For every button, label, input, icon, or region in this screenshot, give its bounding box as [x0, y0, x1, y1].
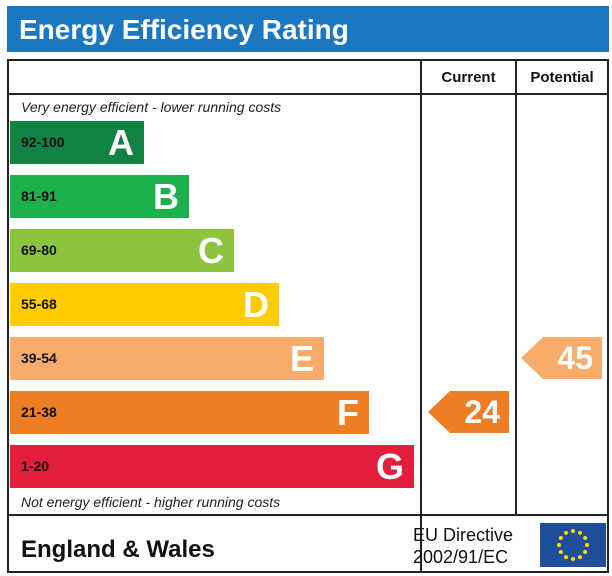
column-header-potential: Potential	[530, 69, 594, 86]
divider-current	[420, 61, 422, 571]
potential-rating-value: 45	[557, 340, 593, 376]
band-letter: A	[108, 122, 134, 163]
band-range: 21-38	[21, 404, 57, 420]
footer-rule	[9, 514, 607, 516]
band-letter: D	[243, 284, 269, 325]
divider-potential	[515, 61, 517, 516]
band-letter: F	[337, 392, 359, 433]
eu-flag-icon	[540, 523, 606, 567]
band-c: 69-80 C	[10, 229, 234, 272]
current-rating-arrow: 24	[428, 391, 509, 433]
band-range: 81-91	[21, 188, 57, 204]
caption-efficient: Very energy efficient - lower running co…	[21, 99, 282, 115]
band-a: 92-100 A	[10, 121, 144, 164]
chart-title: Energy Efficiency Rating	[19, 14, 349, 45]
eu-star	[583, 550, 588, 554]
band-d: 55-68 D	[10, 283, 279, 326]
eu-star	[578, 530, 582, 535]
band-f: 21-38 F	[10, 391, 369, 434]
eu-star	[558, 550, 563, 554]
caption-inefficient: Not energy efficient - higher running co…	[21, 494, 281, 510]
eu-star	[578, 555, 582, 560]
band-range: 55-68	[21, 296, 57, 312]
band-g: 1-20 G	[10, 445, 414, 488]
band-range: 92-100	[21, 134, 65, 150]
eu-star	[585, 543, 589, 547]
eu-directive: EU Directive 2002/91/EC	[413, 524, 513, 568]
eu-star	[558, 536, 563, 540]
directive-line-2: 2002/91/EC	[413, 547, 509, 567]
column-header-current: Current	[441, 69, 496, 86]
eu-star	[571, 529, 575, 533]
eu-star	[571, 557, 575, 561]
title-bar: Energy Efficiency Rating	[7, 6, 609, 52]
eu-star	[564, 530, 568, 535]
rating-frame: Current Potential Very energy efficient …	[7, 59, 609, 573]
band-b: 81-91 B	[10, 175, 189, 218]
band-range: 39-54	[21, 350, 57, 366]
current-rating-value: 24	[464, 394, 500, 430]
eu-star	[564, 555, 568, 560]
region-label: England & Wales	[21, 536, 215, 563]
band-letter: B	[153, 176, 179, 217]
eu-star	[583, 536, 588, 540]
band-letter: G	[375, 446, 404, 487]
header-rule	[9, 93, 607, 95]
band-range: 69-80	[21, 242, 57, 258]
potential-rating-arrow: 45	[521, 337, 602, 379]
band-range: 1-20	[21, 458, 50, 474]
band-letter: E	[289, 338, 314, 379]
band-e: 39-54 E	[10, 337, 324, 380]
directive-line-1: EU Directive	[413, 525, 514, 545]
eu-star	[557, 543, 561, 547]
band-letter: C	[198, 230, 224, 271]
